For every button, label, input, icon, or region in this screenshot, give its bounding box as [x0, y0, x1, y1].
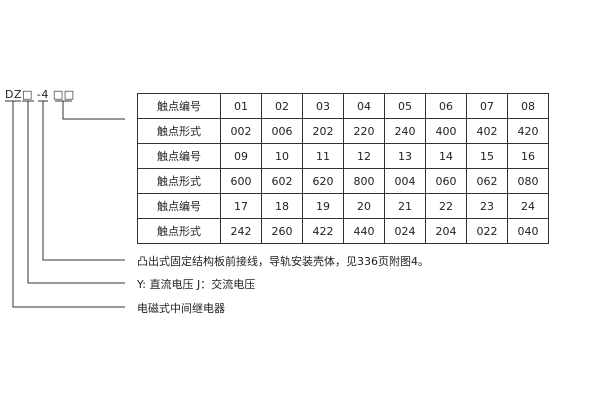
table-cell: 242 — [220, 218, 262, 244]
row-label: 触点编号 — [137, 193, 221, 219]
table-cell: 05 — [384, 93, 426, 119]
table-cell: 204 — [425, 218, 467, 244]
table-cell: 06 — [425, 93, 467, 119]
table-cell: 602 — [261, 168, 303, 194]
table-cell: 10 — [261, 143, 303, 169]
table-cell: 060 — [425, 168, 467, 194]
table-cell: 260 — [261, 218, 303, 244]
table-cell: 620 — [302, 168, 344, 194]
row-label: 触点编号 — [137, 143, 221, 169]
table-cell: 600 — [220, 168, 262, 194]
table-cell: 402 — [466, 118, 508, 144]
table-cell: 004 — [384, 168, 426, 194]
table-cell: 01 — [220, 93, 262, 119]
table-cell: 03 — [302, 93, 344, 119]
table-cell: 24 — [507, 193, 549, 219]
table-row: 触点编号 09 10 11 12 13 14 15 16 — [137, 143, 549, 169]
table-cell: 15 — [466, 143, 508, 169]
table-row: 触点形式 242 260 422 440 024 204 022 040 — [137, 218, 549, 244]
table-cell: 220 — [343, 118, 385, 144]
leader-line-contact — [55, 100, 125, 120]
table-row: 触点形式 600 602 620 800 004 060 062 080 — [137, 168, 549, 194]
note-voltage: Y: 直流电压 J：交流电压 — [137, 278, 256, 291]
table-row: 触点编号 01 02 03 04 05 06 07 08 — [137, 93, 549, 119]
table-cell: 12 — [343, 143, 385, 169]
table-cell: 08 — [507, 93, 549, 119]
table-cell: 21 — [384, 193, 426, 219]
row-label: 触点形式 — [137, 218, 221, 244]
note-structure: 凸出式固定结构板前接线，导轨安装壳体，见336页附图4。 — [137, 255, 429, 268]
table-cell: 11 — [302, 143, 344, 169]
table-cell: 02 — [261, 93, 303, 119]
table-row: 触点编号 17 18 19 20 21 22 23 24 — [137, 193, 549, 219]
table-cell: 14 — [425, 143, 467, 169]
table-cell: 16 — [507, 143, 549, 169]
leader-line-structure — [38, 100, 125, 261]
table-cell: 18 — [261, 193, 303, 219]
table-cell: 040 — [507, 218, 549, 244]
leader-line-voltage — [22, 100, 125, 284]
leader-line-type — [5, 100, 125, 308]
note-type: 电磁式中间继电器 — [137, 302, 225, 315]
table-cell: 20 — [343, 193, 385, 219]
table-cell: 04 — [343, 93, 385, 119]
table-cell: 240 — [384, 118, 426, 144]
table-cell: 440 — [343, 218, 385, 244]
table-cell: 23 — [466, 193, 508, 219]
table-cell: 420 — [507, 118, 549, 144]
contact-table: 触点编号 01 02 03 04 05 06 07 08 触点形式 002 006 202 220 240 4… — [137, 93, 549, 244]
table-cell: 07 — [466, 93, 508, 119]
table-cell: 002 — [220, 118, 262, 144]
model-code: DZ□ -4 □□ — [5, 88, 75, 101]
table-cell: 800 — [343, 168, 385, 194]
table-cell: 006 — [261, 118, 303, 144]
row-label: 触点编号 — [137, 93, 221, 119]
table-cell: 024 — [384, 218, 426, 244]
table-cell: 400 — [425, 118, 467, 144]
row-label: 触点形式 — [137, 118, 221, 144]
table-cell: 17 — [220, 193, 262, 219]
table-cell: 202 — [302, 118, 344, 144]
row-label: 触点形式 — [137, 168, 221, 194]
table-cell: 022 — [466, 218, 508, 244]
table-cell: 13 — [384, 143, 426, 169]
table-cell: 09 — [220, 143, 262, 169]
table-row: 触点形式 002 006 202 220 240 400 402 420 — [137, 118, 549, 144]
table-cell: 422 — [302, 218, 344, 244]
table-cell: 22 — [425, 193, 467, 219]
table-cell: 080 — [507, 168, 549, 194]
table-cell: 19 — [302, 193, 344, 219]
table-cell: 062 — [466, 168, 508, 194]
